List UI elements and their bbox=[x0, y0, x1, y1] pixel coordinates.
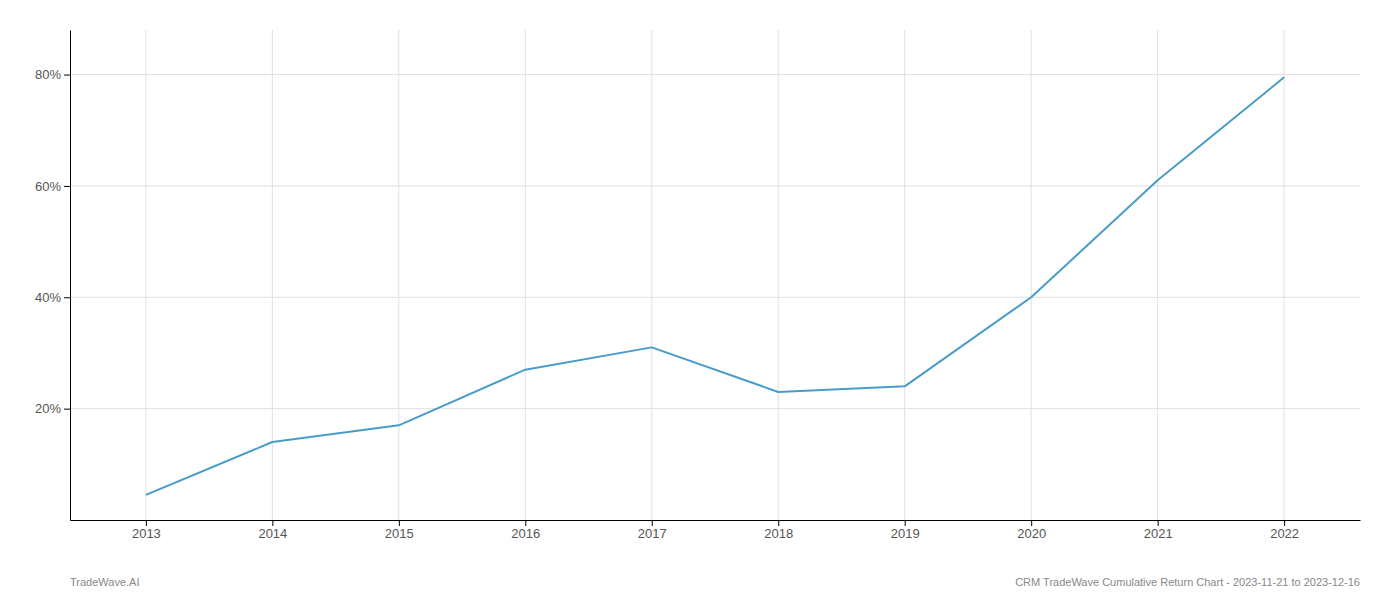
tick-mark bbox=[652, 520, 653, 526]
tick-mark bbox=[1158, 520, 1159, 526]
grid-line bbox=[70, 185, 1360, 186]
tick: 40% bbox=[35, 290, 70, 305]
tick-mark bbox=[64, 75, 70, 76]
tick-label: 20% bbox=[35, 401, 61, 416]
marks bbox=[146, 77, 1284, 495]
grid-line bbox=[70, 74, 1360, 75]
plot-area: 2013 2014 2015 2016 2017 2018 2019 2020 2021 2022… bbox=[35, 30, 1361, 541]
tick-label: 2014 bbox=[258, 526, 287, 541]
grid-line bbox=[145, 30, 146, 520]
line bbox=[146, 77, 1284, 495]
grid-line bbox=[778, 30, 779, 520]
axis-line bbox=[71, 520, 1361, 521]
tick: 2022 bbox=[1270, 520, 1299, 541]
tick: 2018 bbox=[764, 520, 793, 541]
tick-mark bbox=[778, 520, 779, 526]
tick-mark bbox=[525, 520, 526, 526]
tick: 60% bbox=[35, 179, 70, 194]
tick-label: 2020 bbox=[1017, 526, 1046, 541]
tick-mark bbox=[1284, 520, 1285, 526]
tick-label: 60% bbox=[35, 179, 61, 194]
tick: 2019 bbox=[891, 520, 920, 541]
grid-line bbox=[525, 30, 526, 520]
tick-label: 40% bbox=[35, 290, 61, 305]
tick: 20% bbox=[35, 401, 70, 416]
tick-label: 2016 bbox=[511, 526, 540, 541]
y-axis: 20% 40% 60% 80% bbox=[35, 31, 71, 521]
tick-mark bbox=[146, 520, 147, 526]
tick: 2013 bbox=[132, 520, 161, 541]
footer: TradeWave.AI bbox=[70, 576, 140, 588]
tick-label: 2021 bbox=[1144, 526, 1173, 541]
grid-line bbox=[398, 30, 399, 520]
tick: 2017 bbox=[638, 520, 667, 541]
grid-line bbox=[70, 297, 1360, 298]
tick-label: 2018 bbox=[764, 526, 793, 541]
tick-mark bbox=[64, 186, 70, 187]
grid-line bbox=[1157, 30, 1158, 520]
grid-line bbox=[651, 30, 652, 520]
grid-line bbox=[70, 408, 1360, 409]
tick-label: 2017 bbox=[638, 526, 667, 541]
tick-label: 2013 bbox=[132, 526, 161, 541]
tick: 2014 bbox=[258, 520, 287, 541]
tick-label: 80% bbox=[35, 67, 61, 82]
grid-line bbox=[1031, 30, 1032, 520]
tick-label: 2019 bbox=[891, 526, 920, 541]
tick: 2021 bbox=[1144, 520, 1173, 541]
tick-mark bbox=[905, 520, 906, 526]
chart: 2013 2014 2015 2016 2017 2018 2019 2020 2021 2022… bbox=[0, 0, 1400, 600]
axis-line bbox=[70, 31, 71, 521]
tick: 2016 bbox=[511, 520, 540, 541]
tick-label: 2022 bbox=[1270, 526, 1299, 541]
tick-label: 2015 bbox=[385, 526, 414, 541]
tick-mark bbox=[1031, 520, 1032, 526]
tick-mark bbox=[272, 520, 273, 526]
grid-line bbox=[1284, 30, 1285, 520]
footer: CRM TradeWave Cumulative Return Chart - … bbox=[1015, 576, 1360, 588]
tick: 80% bbox=[35, 67, 70, 82]
tick-mark bbox=[64, 409, 70, 410]
grid-line bbox=[904, 30, 905, 520]
tick: 2020 bbox=[1017, 520, 1046, 541]
tick-mark bbox=[399, 520, 400, 526]
grid bbox=[70, 30, 1360, 520]
tick: 2015 bbox=[385, 520, 414, 541]
grid-line bbox=[272, 30, 273, 520]
tick-mark bbox=[64, 297, 70, 298]
x-axis: 2013 2014 2015 2016 2017 2018 2019 2020 2021 2022 bbox=[71, 520, 1361, 541]
